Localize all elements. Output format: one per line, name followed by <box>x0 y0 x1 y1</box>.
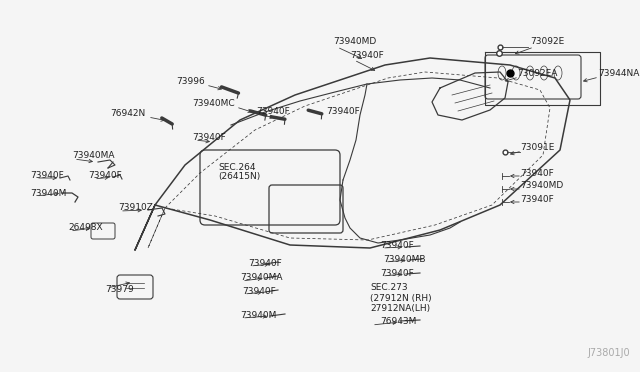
Text: 73092E: 73092E <box>530 38 564 46</box>
Text: 73940M: 73940M <box>30 189 67 198</box>
Text: 73944NA: 73944NA <box>598 68 639 77</box>
Text: 73996: 73996 <box>176 77 205 87</box>
Text: 73940F: 73940F <box>248 259 282 267</box>
Text: 73940MC: 73940MC <box>193 99 235 108</box>
Text: 73940MD: 73940MD <box>520 182 563 190</box>
Text: 73910Z: 73910Z <box>118 203 153 212</box>
Text: 73940F: 73940F <box>380 269 413 278</box>
Text: J73801J0: J73801J0 <box>588 348 630 358</box>
Text: 73940F: 73940F <box>242 288 276 296</box>
Text: 73940F: 73940F <box>192 132 226 141</box>
Text: 73940F: 73940F <box>520 195 554 203</box>
Text: 73091E: 73091E <box>520 144 554 153</box>
Text: 73940F: 73940F <box>88 171 122 180</box>
Text: 73940M: 73940M <box>240 311 276 321</box>
Text: (26415N): (26415N) <box>218 173 260 182</box>
Text: 73940F: 73940F <box>350 51 384 61</box>
Text: 76942N: 76942N <box>109 109 145 118</box>
Text: 73940MA: 73940MA <box>72 151 115 160</box>
Text: SEC.273: SEC.273 <box>370 282 408 292</box>
Text: 73940F: 73940F <box>520 169 554 177</box>
Text: 73940F: 73940F <box>380 241 413 250</box>
Text: 73940F: 73940F <box>326 106 360 115</box>
Text: 73092EA: 73092EA <box>517 68 557 77</box>
Text: (27912N (RH): (27912N (RH) <box>370 294 431 302</box>
Text: 73940F: 73940F <box>256 106 290 115</box>
Text: 26498X: 26498X <box>68 224 102 232</box>
Text: 73940MA: 73940MA <box>240 273 282 282</box>
Text: 73979: 73979 <box>105 285 134 295</box>
Text: 73940F: 73940F <box>30 170 64 180</box>
Text: 73940MB: 73940MB <box>383 254 426 263</box>
Text: 27912NA(LH): 27912NA(LH) <box>370 304 430 312</box>
Text: 73940MD: 73940MD <box>333 38 376 46</box>
Text: 76943M: 76943M <box>380 317 417 327</box>
Text: SEC.264: SEC.264 <box>218 163 255 171</box>
